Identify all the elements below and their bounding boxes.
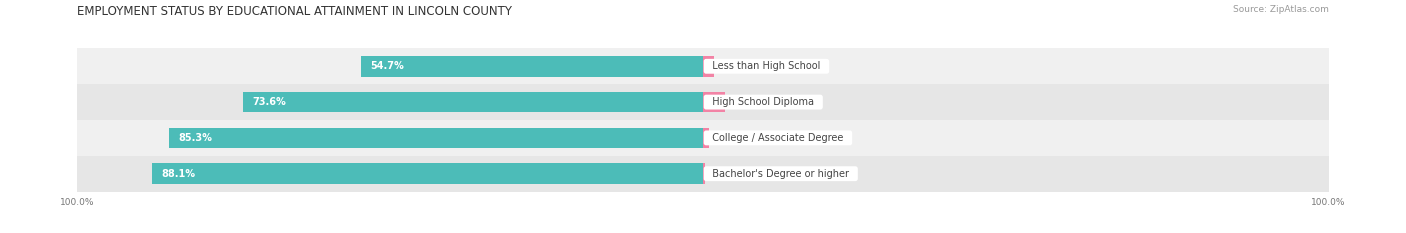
Text: 1.7%: 1.7%	[720, 61, 744, 71]
Text: College / Associate Degree: College / Associate Degree	[706, 133, 849, 143]
Text: 3.5%: 3.5%	[731, 97, 755, 107]
Legend: In Labor Force, Unemployed: In Labor Force, Unemployed	[617, 230, 789, 233]
Bar	[703, 56, 714, 77]
Text: EMPLOYMENT STATUS BY EDUCATIONAL ATTAINMENT IN LINCOLN COUNTY: EMPLOYMENT STATUS BY EDUCATIONAL ATTAINM…	[77, 5, 512, 18]
Text: 0.3%: 0.3%	[711, 169, 735, 179]
Text: 73.6%: 73.6%	[252, 97, 285, 107]
Bar	[361, 56, 703, 77]
Bar	[77, 156, 1329, 192]
Bar	[703, 127, 709, 148]
Text: Source: ZipAtlas.com: Source: ZipAtlas.com	[1233, 5, 1329, 14]
Text: 88.1%: 88.1%	[162, 169, 195, 179]
Text: 1.0%: 1.0%	[716, 133, 740, 143]
Bar	[152, 163, 703, 184]
Bar	[242, 92, 703, 113]
Bar	[703, 163, 704, 184]
Bar	[77, 84, 1329, 120]
Text: High School Diploma: High School Diploma	[706, 97, 820, 107]
Text: 54.7%: 54.7%	[370, 61, 404, 71]
Text: Bachelor's Degree or higher: Bachelor's Degree or higher	[706, 169, 855, 179]
Text: 85.3%: 85.3%	[179, 133, 212, 143]
Bar	[703, 92, 725, 113]
Text: Less than High School: Less than High School	[706, 61, 827, 71]
Bar	[77, 120, 1329, 156]
Bar	[169, 127, 703, 148]
Bar	[77, 48, 1329, 84]
